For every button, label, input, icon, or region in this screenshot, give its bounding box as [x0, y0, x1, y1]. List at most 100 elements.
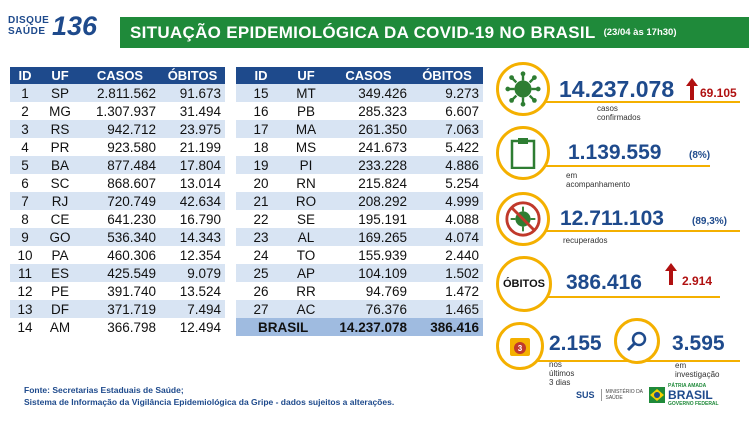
cell-obitos: 6.607: [411, 102, 483, 120]
cell-obitos: 1.465: [411, 300, 483, 318]
cell-id: 21: [236, 192, 286, 210]
cell-obitos: 13.524: [160, 282, 225, 300]
cell-uf: PA: [40, 246, 80, 264]
cell-obitos: 9.079: [160, 264, 225, 282]
cell-casos: 371.719: [80, 300, 160, 318]
cell-obitos: 1.472: [411, 282, 483, 300]
cell-obitos: 31.494: [160, 102, 225, 120]
table-row: 11 ES 425.549 9.079: [10, 264, 225, 282]
cell-obitos: 2.440: [411, 246, 483, 264]
footer-logos: SUS MINISTÉRIO DA SAÚDE PÁTRIA AMADA BRA…: [576, 381, 741, 409]
cell-casos: 208.292: [326, 192, 411, 210]
table-row: 9 GO 536.340 14.343: [10, 228, 225, 246]
cell-casos: 104.109: [326, 264, 411, 282]
cell-id: 22: [236, 210, 286, 228]
cell-id: 6: [10, 174, 40, 192]
deaths-delta: 2.914: [682, 274, 713, 288]
cell-obitos: 23.975: [160, 120, 225, 138]
table-row: 27 AC 76.376 1.465: [236, 300, 483, 318]
ministerio-line2: SAÚDE: [605, 395, 623, 401]
cell-casos: 241.673: [326, 138, 411, 156]
confirmed-delta: 69.105: [700, 86, 737, 100]
cell-casos: 285.323: [326, 102, 411, 120]
cell-uf: AM: [40, 318, 80, 336]
governo-federal-logo: PÁTRIA AMADA BRASIL GOVERNO FEDERAL: [649, 383, 719, 407]
table-row: 14 AM 366.798 12.494: [10, 318, 225, 336]
table-row: 10 PA 460.306 12.354: [10, 246, 225, 264]
cell-obitos: 42.634: [160, 192, 225, 210]
last3days-label: nos últimos 3 dias: [549, 360, 575, 387]
cell-obitos: 4.999: [411, 192, 483, 210]
states-table-left: ID UF CASOS ÓBITOS 1 SP 2.811.562 91.673 2 MG…: [10, 67, 225, 336]
ministerio-line1: MINISTÉRIO DA: [605, 389, 644, 395]
investigation-value: 3.595: [672, 332, 725, 355]
sus-logo: SUS: [576, 390, 595, 400]
cell-id: 13: [10, 300, 40, 318]
cell-uf: MA: [286, 120, 326, 138]
cell-id: 2: [10, 102, 40, 120]
footer-source: Fonte: Secretarias Estaduais de Saúde; S…: [24, 384, 394, 408]
monitoring-pct: (8%): [689, 150, 711, 161]
table-row: 15 MT 349.426 9.273: [236, 84, 483, 102]
table-row: 21 RO 208.292 4.999: [236, 192, 483, 210]
table-row: 8 CE 641.230 16.790: [10, 210, 225, 228]
last3days-value: 2.155: [549, 332, 602, 355]
col-uf: UF: [286, 67, 326, 84]
col-casos: CASOS: [80, 67, 160, 84]
cell-uf: ES: [40, 264, 80, 282]
col-uf: UF: [40, 67, 80, 84]
cell-id: 25: [236, 264, 286, 282]
confirmed-label: casos confirmados: [597, 104, 641, 122]
cell-id: 11: [10, 264, 40, 282]
deaths-value: 386.416: [566, 271, 642, 294]
logo-line2: SAÚDE: [8, 26, 46, 37]
monitoring-label: em acompanhamento: [566, 171, 631, 189]
cell-id: 14: [10, 318, 40, 336]
cell-uf: RN: [286, 174, 326, 192]
gov-line1: PÁTRIA AMADA: [668, 383, 707, 389]
col-casos: CASOS: [326, 67, 411, 84]
cell-casos: 76.376: [326, 300, 411, 318]
table-row: 20 RN 215.824 5.254: [236, 174, 483, 192]
cell-id: 3: [10, 120, 40, 138]
arrow-up-icon: [686, 78, 698, 100]
table-row: 23 AL 169.265 4.074: [236, 228, 483, 246]
cell-obitos: 14.343: [160, 228, 225, 246]
cell-id: 27: [236, 300, 286, 318]
cell-casos: 720.749: [80, 192, 160, 210]
cell-uf: AC: [286, 300, 326, 318]
investigation-label: em investigação: [675, 361, 720, 379]
footer-line2: Sistema de Informação da Vigilância Epid…: [24, 397, 395, 407]
monitoring-value: 1.139.559: [568, 141, 662, 164]
cell-id: 5: [10, 156, 40, 174]
cell-uf: AP: [286, 264, 326, 282]
cell-uf: PB: [286, 102, 326, 120]
page-title: SITUAÇÃO EPIDEMIOLÓGICA DA COVID-19 NO B…: [130, 22, 596, 42]
page-date: (23/04 às 17h30): [603, 27, 677, 38]
total-casos: 14.237.078: [326, 318, 411, 336]
cell-obitos: 4.088: [411, 210, 483, 228]
cell-casos: 942.712: [80, 120, 160, 138]
cell-obitos: 16.790: [160, 210, 225, 228]
table-row: 1 SP 2.811.562 91.673: [10, 84, 225, 102]
table-row: 17 MA 261.350 7.063: [236, 120, 483, 138]
cell-casos: 366.798: [80, 318, 160, 336]
cell-uf: RS: [40, 120, 80, 138]
ministerio-logo: MINISTÉRIO DA SAÚDE: [600, 389, 644, 401]
cell-uf: RR: [286, 282, 326, 300]
col-obitos: ÓBITOS: [411, 67, 483, 84]
cell-casos: 155.939: [326, 246, 411, 264]
cell-obitos: 4.886: [411, 156, 483, 174]
gov-line2: BRASIL: [668, 388, 713, 402]
cell-casos: 169.265: [326, 228, 411, 246]
arrow-up-icon: [665, 263, 677, 285]
table-row: 2 MG 1.307.937 31.494: [10, 102, 225, 120]
cell-uf: MG: [40, 102, 80, 120]
table-row: 4 PR 923.580 21.199: [10, 138, 225, 156]
flag-icon: [649, 387, 666, 403]
disque-saude-logo: DISQUE SAÚDE 136: [8, 12, 108, 44]
magnifier-icon: [614, 318, 660, 364]
deaths-label: ÓBITOS: [503, 278, 545, 290]
table-row: 24 TO 155.939 2.440: [236, 246, 483, 264]
cell-id: 19: [236, 156, 286, 174]
